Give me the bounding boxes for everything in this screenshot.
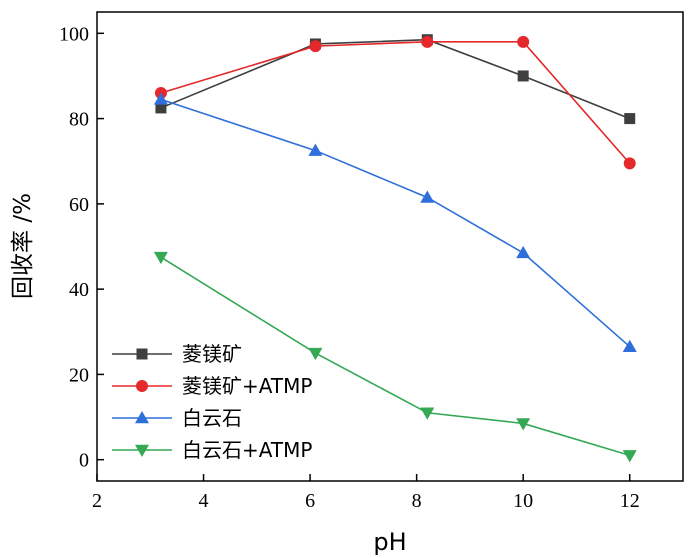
y-tick-label: 60 [69,194,89,216]
data-point [153,92,168,105]
series-line [160,98,631,348]
x-tick-label: 2 [92,490,102,512]
data-point [308,347,323,361]
x-tick-label: 8 [412,490,422,512]
series-line [160,38,631,120]
data-point [516,418,531,431]
x-axis-ticks: 2 4 6 8 10 12 [92,474,640,512]
y-tick-label: 0 [79,450,89,472]
legend-item: 白云石+ATMP [112,438,312,462]
data-point [155,102,167,114]
legend-item: 菱镁矿+ATMP [112,374,312,398]
data-point [622,450,637,463]
legend-label: 菱镁矿+ATMP [182,374,312,398]
data-point [517,70,529,82]
legend-marker [136,348,148,360]
x-tick-label: 4 [199,490,209,512]
legend-label: 白云石 [182,406,242,430]
data-point [517,35,530,48]
plot-frame [96,11,684,482]
data-point [309,40,322,53]
y-axis-ticks: 0 20 40 60 80 100 [59,23,104,472]
legend-marker [135,411,149,424]
x-tick-label: 12 [620,490,640,512]
data-point [623,157,636,170]
series-group [155,34,636,125]
legend-label: 白云石+ATMP [182,438,312,462]
x-tick-label: 10 [513,490,533,512]
series-group [153,92,637,352]
data-point [622,339,637,352]
series-group [154,35,636,170]
legend-item: 菱镁矿 [112,342,242,366]
x-tick-label: 6 [305,490,315,512]
y-tick-label: 40 [69,279,89,301]
y-tick-label: 100 [59,23,89,45]
y-tick-label: 20 [69,364,89,386]
legend-item: 白云石 [112,406,242,430]
y-axis-title: 回收率 /% [10,193,36,299]
series-line [160,41,631,164]
y-tick-label: 80 [69,109,89,131]
data-point [153,251,168,265]
data-point [420,407,435,420]
data-point [421,35,434,48]
legend-marker [136,380,148,392]
legend-label: 菱镁矿 [182,342,242,366]
series-layer [153,34,637,463]
data-point [308,143,323,156]
data-point [516,245,531,259]
series-group [153,251,637,463]
data-point [420,190,435,203]
x-axis-title: pH [373,528,406,556]
data-point [624,113,636,125]
legend-marker [135,444,149,457]
